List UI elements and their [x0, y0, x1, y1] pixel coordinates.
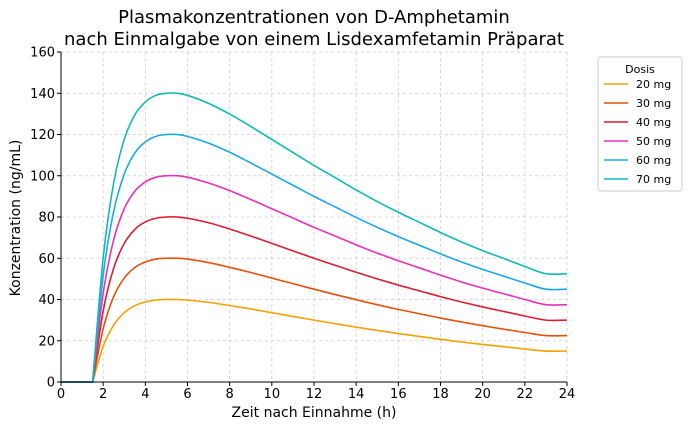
chart-title-line-2: nach Einmalgabe von einem Lisdexamfetami… [64, 29, 564, 50]
axes: 0 2 4 6 8 10 12 14 16 18 20 22 240204060801001201401… [30, 46, 575, 403]
y-tick-label: 140 [30, 87, 55, 102]
x-tick-label: 2 [99, 387, 107, 402]
x-tick-label: 8 [226, 387, 234, 402]
legend-entry: 70 mg [636, 173, 671, 186]
series-line-6 [61, 92, 568, 383]
x-tick-label: 24 [559, 387, 576, 402]
legend-entry: 60 mg [636, 154, 671, 167]
y-tick-label: 100 [30, 169, 55, 184]
legend-entry: 30 mg [636, 97, 671, 110]
y-tick-label: 160 [30, 46, 55, 61]
x-tick-label: 4 [141, 387, 149, 402]
x-tick-label: 0 [57, 387, 65, 402]
x-axis-label: Zeit nach Einnahme (h) [232, 405, 397, 421]
chart-title-line-1: Plasmakonzentrationen von D-Amphetamin [118, 7, 510, 28]
series-line-3 [61, 216, 568, 383]
legend-box [597, 56, 683, 192]
series-line-2 [61, 257, 568, 383]
y-tick-label: 120 [30, 128, 55, 143]
x-tick-label: 12 [306, 387, 323, 402]
x-tick-label: 14 [348, 387, 365, 402]
y-tick-label: 0 [47, 376, 55, 391]
legend-entry: 40 mg [636, 116, 671, 129]
series-line-1 [61, 298, 568, 383]
y-tick-label: 20 [38, 334, 55, 349]
y-tick-label: 40 [38, 293, 55, 308]
legend-title: Dosis [625, 63, 655, 76]
grid [60, 51, 568, 383]
x-tick-label: 18 [432, 387, 449, 402]
y-tick-label: 60 [38, 252, 55, 267]
x-tick-label: 6 [183, 387, 191, 402]
series-line-5 [61, 133, 568, 383]
y-tick-label: 80 [38, 211, 55, 226]
series-line-4 [61, 174, 568, 383]
x-tick-label: 10 [264, 387, 281, 402]
x-tick-label: 16 [390, 387, 407, 402]
x-tick-label: 20 [474, 387, 491, 402]
legend-entry: 20 mg [636, 78, 671, 91]
series-lines [61, 92, 568, 383]
legend: Dosis 20 mg 30 mg 40 mg 50 mg 60 mg 70 mg [597, 56, 683, 192]
x-tick-label: 22 [517, 387, 534, 402]
y-axis-label: Konzentration (ng/mL) [8, 140, 24, 297]
legend-entry: 50 mg [636, 135, 671, 148]
